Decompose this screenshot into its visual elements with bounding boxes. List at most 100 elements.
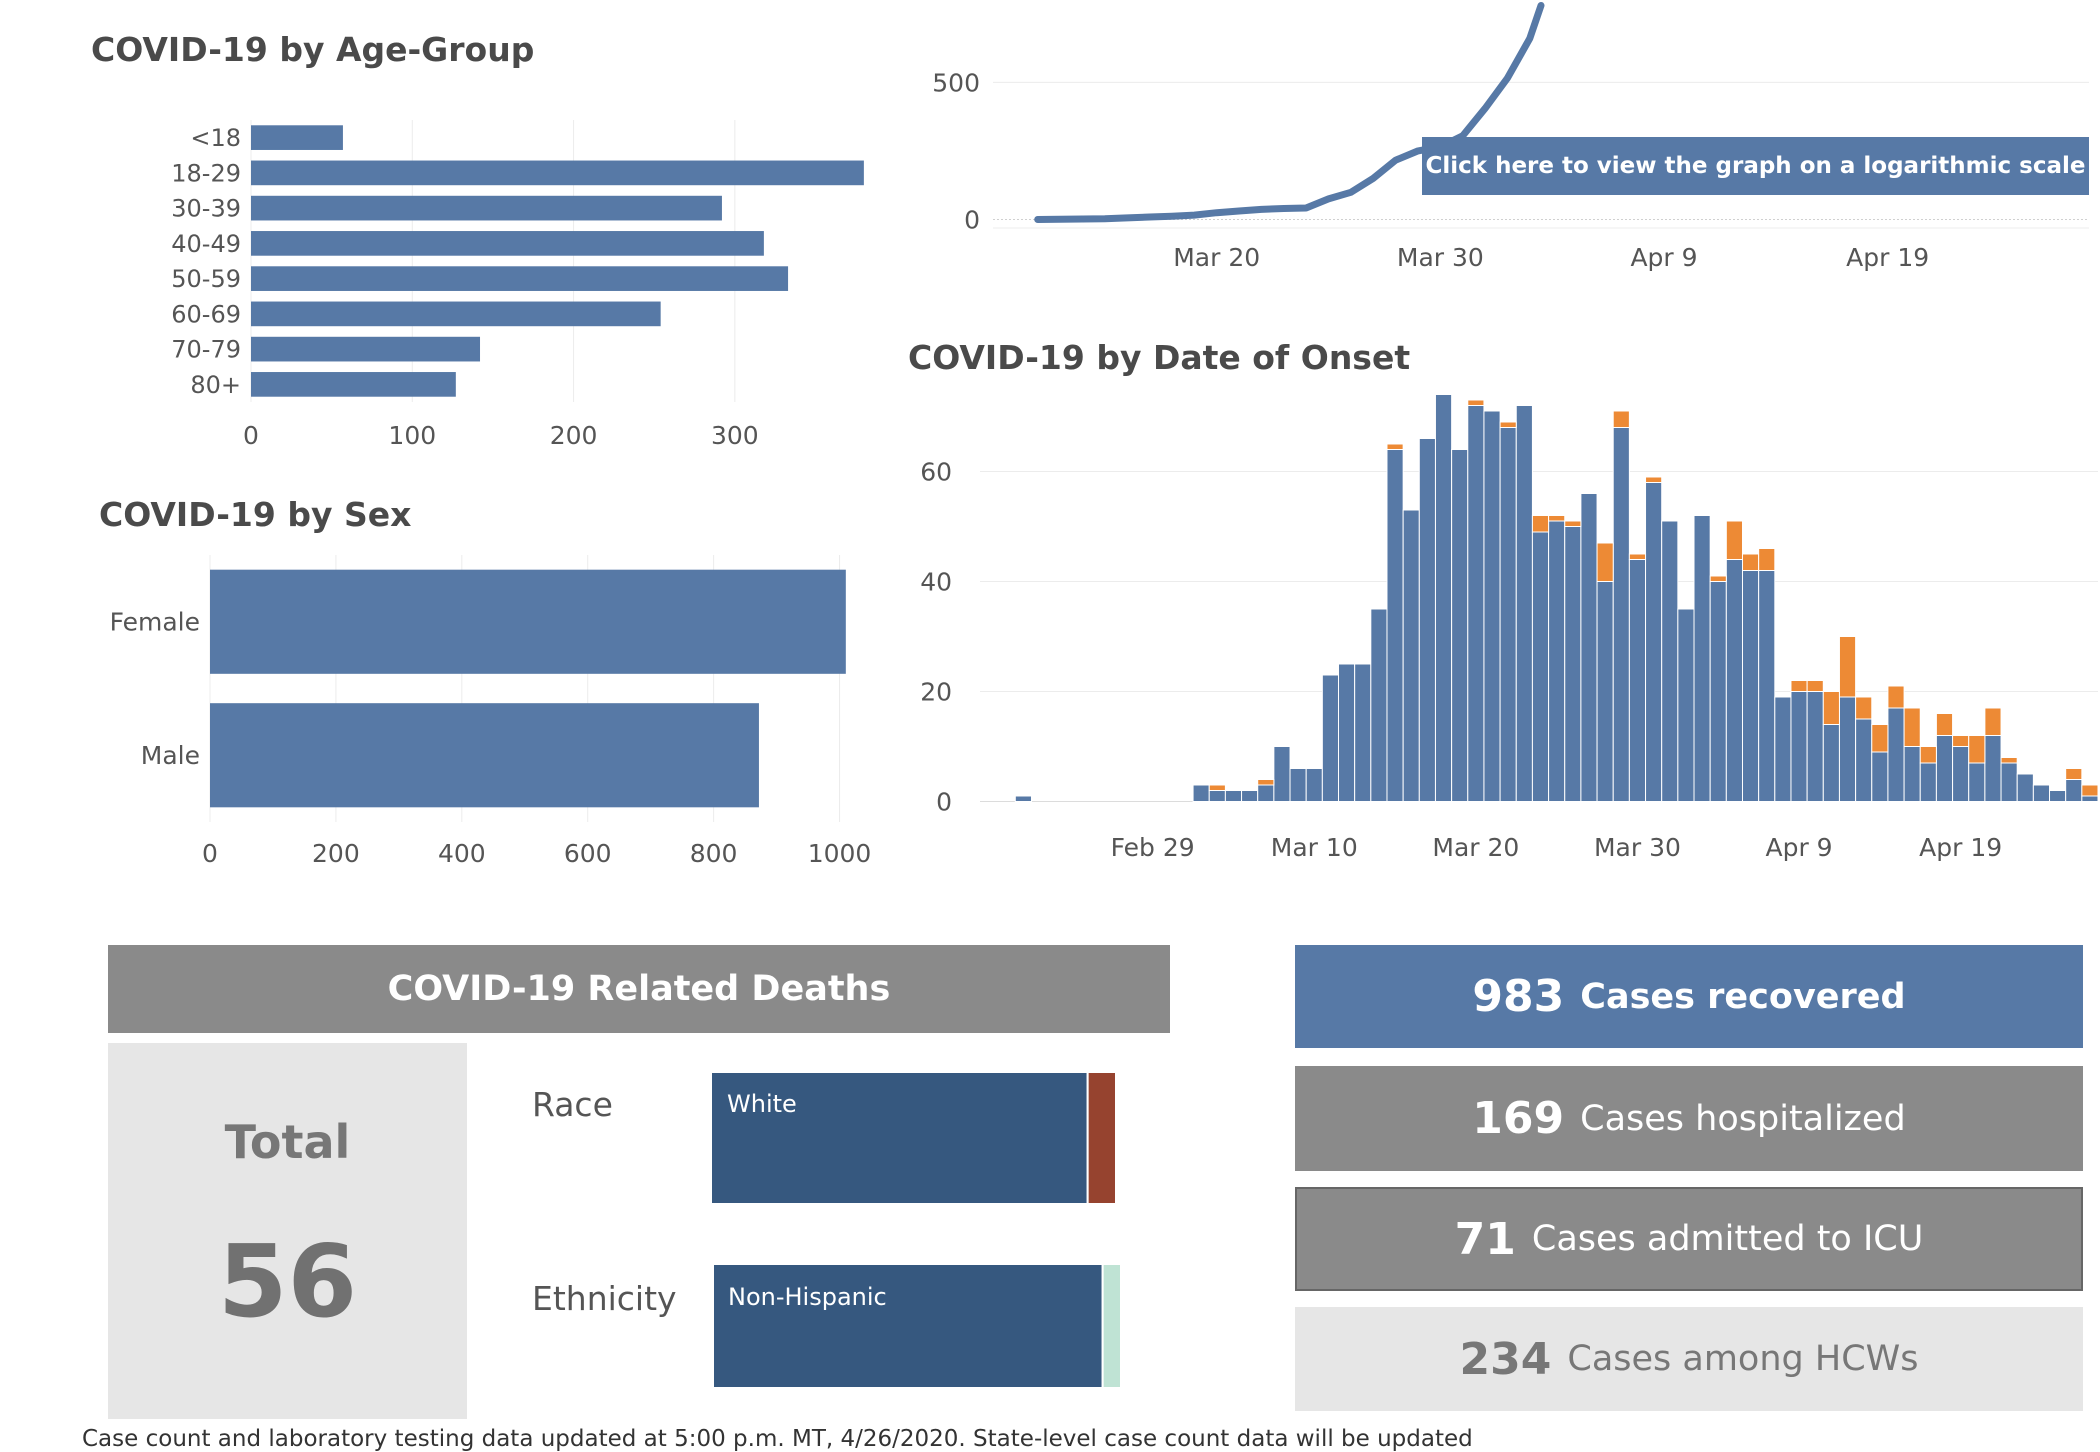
category-label: 40-49 [171, 230, 241, 258]
y-tick-label: 500 [932, 68, 980, 97]
age-chart-title: COVID-19 by Age-Group [91, 30, 535, 69]
onset-bar [1241, 790, 1259, 802]
y-tick-label: 0 [964, 206, 980, 235]
log-scale-button[interactable]: Click here to view the graph on a logari… [1422, 137, 2089, 195]
onset-bar [2081, 784, 2099, 797]
x-tick-label: Mar 20 [1173, 243, 1260, 272]
onset-bar [1887, 707, 1905, 802]
onset-bar [1628, 553, 1647, 560]
deaths-header: COVID-19 Related Deaths [108, 945, 1170, 1033]
onset-bar [1531, 531, 1550, 802]
onset-bar [1758, 548, 1776, 571]
x-tick-label: 100 [388, 421, 436, 450]
onset-bar [1596, 542, 1614, 582]
x-tick-label: Mar 30 [1397, 243, 1484, 272]
onset-bar [1725, 559, 1743, 802]
onset-bar [1467, 405, 1485, 802]
bar [251, 336, 481, 362]
onset-bar [1564, 526, 1582, 802]
onset-bar [1903, 746, 1921, 802]
race-bar-label: White [727, 1090, 797, 1118]
onset-bar [1273, 746, 1291, 802]
onset-bar [1224, 790, 1243, 802]
onset-bar [2049, 790, 2067, 802]
onset-bar [1612, 427, 1630, 802]
onset-bar [1386, 443, 1404, 450]
onset-bar [1838, 696, 1857, 802]
onset-bar [1935, 735, 1954, 802]
hospitalized-stat: 169 Cases hospitalized [1295, 1066, 2083, 1171]
onset-bar [1741, 553, 1760, 571]
onset-bar [1919, 762, 1937, 802]
x-tick-label: Mar 10 [1271, 833, 1358, 862]
onset-bar [1855, 718, 1873, 802]
bar [251, 160, 864, 186]
hospitalized-label: Cases hospitalized [1580, 1098, 1906, 1139]
onset-bar [1451, 449, 1469, 802]
category-label: Female [110, 608, 200, 637]
hcw-count: 234 [1459, 1333, 1552, 1385]
onset-bar [1467, 399, 1485, 406]
onset-bar [1871, 724, 1889, 753]
update-note: Case count and laboratory testing data u… [82, 1426, 1473, 1452]
sex-chart-title: COVID-19 by Sex [99, 495, 412, 534]
onset-bar [1677, 608, 1695, 802]
onset-bar [1338, 663, 1356, 802]
onset-bar [1952, 746, 1970, 802]
onset-bar [2000, 762, 2018, 802]
onset-bar [1257, 784, 1275, 802]
onset-chart-title: COVID-19 by Date of Onset [908, 338, 1411, 377]
onset-bar [2016, 773, 2034, 802]
x-tick-label: Mar 30 [1594, 833, 1681, 862]
onset-bar [1628, 559, 1647, 802]
onset-bar [1709, 575, 1727, 582]
category-label: 70-79 [171, 336, 241, 364]
x-tick-label: Apr 19 [1919, 833, 2002, 862]
x-tick-label: 800 [690, 839, 738, 868]
ethnicity-segment [1101, 1263, 1123, 1389]
icu-count: 71 [1454, 1213, 1516, 1265]
onset-bar [1402, 509, 1420, 802]
onset-bar [1822, 691, 1840, 725]
hospitalized-count: 169 [1472, 1093, 1565, 1144]
onset-bar [1806, 680, 1824, 692]
onset-bar [1305, 768, 1323, 802]
y-tick-label: 20 [920, 678, 952, 707]
onset-bar [2032, 784, 2051, 802]
onset-bar [1984, 735, 2002, 802]
category-label: <18 [190, 124, 241, 152]
onset-bar [1758, 570, 1776, 802]
onset-bar [1499, 421, 1517, 428]
onset-bar [2065, 779, 2083, 802]
x-tick-label: 0 [243, 421, 259, 450]
onset-bar [1208, 784, 1226, 791]
x-tick-label: 400 [438, 839, 486, 868]
hcw-stat: 234 Cases among HCWs [1295, 1307, 2083, 1411]
onset-bar [1434, 394, 1453, 802]
category-label: Male [141, 741, 200, 770]
x-tick-label: 1000 [808, 839, 872, 868]
onset-bar [1580, 493, 1598, 802]
icu-stat: 71 Cases admitted to ICU [1295, 1187, 2083, 1291]
onset-bar [1968, 762, 1986, 802]
onset-bar [1968, 735, 1986, 764]
recovered-count: 983 [1472, 971, 1565, 1022]
bar [251, 125, 343, 150]
onset-bar [1935, 713, 1954, 736]
onset-bar [1838, 636, 1857, 698]
onset-bar [1903, 707, 1921, 747]
onset-bar [1984, 707, 2002, 736]
onset-bar [1709, 581, 1727, 802]
x-tick-label: 200 [312, 839, 360, 868]
onset-bar [1289, 768, 1307, 802]
onset-bar [1822, 724, 1840, 802]
x-tick-label: 0 [202, 839, 218, 868]
onset-bar [1645, 476, 1663, 483]
onset-bar [1370, 608, 1388, 802]
race-segment [1086, 1071, 1118, 1205]
onset-bar [2081, 795, 2099, 802]
bar [210, 703, 759, 808]
y-tick-label: 40 [920, 568, 952, 597]
onset-bar [1386, 449, 1404, 802]
category-label: 50-59 [171, 265, 241, 293]
